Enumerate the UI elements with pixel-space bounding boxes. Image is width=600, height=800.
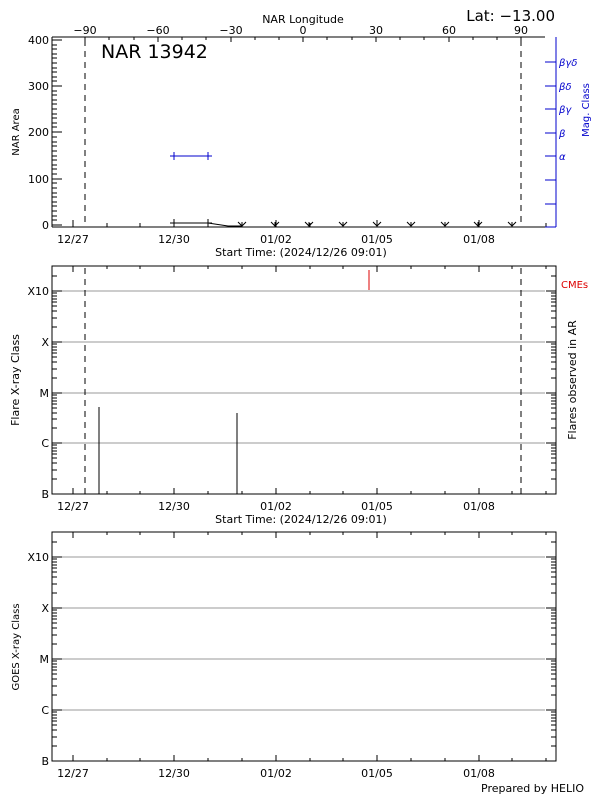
y-tick-label: X10 — [27, 285, 49, 298]
x-tick-label: 01/05 — [361, 500, 393, 513]
y-axis-title: Flare X-ray Class — [9, 334, 22, 426]
y-axis-title: NAR Area — [11, 108, 22, 155]
y-tick-label: C — [41, 704, 49, 717]
x-tick-label: 01/08 — [463, 767, 495, 780]
y-tick-label: 100 — [28, 173, 49, 186]
missing-data-markers — [237, 221, 517, 227]
lon-tick-label: −30 — [219, 24, 242, 37]
footer-credit: Prepared by HELIO — [481, 782, 584, 795]
x-tick-label: 01/05 — [361, 233, 393, 246]
lon-tick-label: −90 — [73, 24, 96, 37]
latitude-label: Lat: −13.00 — [466, 7, 555, 25]
x-tick-label: 12/30 — [158, 500, 190, 513]
x-tick-label: 01/08 — [463, 233, 495, 246]
mag-class-tick: α — [559, 152, 566, 163]
lon-tick-label: −60 — [146, 24, 169, 37]
y-axis-title: GOES X-ray Class — [11, 603, 22, 690]
goes-panel: X10 X M C B GOES X-ray Class 12/27 12/30… — [11, 531, 557, 780]
flare-panel: X10 X M C B Flare X-ray Class Flares obs… — [9, 265, 588, 526]
x-tick-label: 12/27 — [57, 233, 89, 246]
x-tick-label: 01/02 — [260, 500, 292, 513]
x-tick-label: 12/27 — [57, 767, 89, 780]
x-axis-title: Start Time: (2024/12/26 09:01) — [215, 513, 387, 526]
x-tick-label: 01/02 — [260, 233, 292, 246]
x-tick-label: 01/02 — [260, 767, 292, 780]
x-axis-title: Start Time: (2024/12/26 09:01) — [215, 246, 387, 259]
y-tick-label: 200 — [28, 126, 49, 139]
mag-class-tick: βδ — [558, 82, 572, 93]
y-tick-label: M — [40, 653, 50, 666]
mag-class-tick: β — [558, 129, 566, 140]
y-tick-label: B — [41, 755, 49, 768]
region-title: NAR 13942 — [101, 41, 208, 63]
mag-class-axis-title: Mag. Class — [581, 83, 592, 137]
cme-legend-label: CMEs — [561, 280, 588, 291]
y-tick-label: X10 — [27, 551, 49, 564]
lon-tick-label: 60 — [442, 24, 456, 37]
y2-axis-title: Flares observed in AR — [566, 320, 579, 440]
lon-tick-label: 30 — [369, 24, 383, 37]
y-tick-label: 300 — [28, 80, 49, 93]
y-tick-label: X — [41, 336, 49, 349]
lon-tick-label: 0 — [300, 24, 307, 37]
y-tick-label: 0 — [42, 219, 49, 232]
y-tick-label: M — [40, 387, 50, 400]
x-tick-label: 12/30 — [158, 767, 190, 780]
mag-class-series — [170, 152, 212, 160]
mag-class-tick: βγδ — [558, 58, 577, 69]
top-axis-title: NAR Longitude — [262, 13, 344, 26]
x-tick-label: 12/30 — [158, 233, 190, 246]
mag-class-tick: βγ — [558, 105, 572, 116]
y-tick-label: B — [41, 488, 49, 501]
x-tick-label: 12/27 — [57, 500, 89, 513]
y-tick-label: X — [41, 602, 49, 615]
x-tick-label: 01/05 — [361, 767, 393, 780]
nar-area-panel: 400 300 200 100 0 NAR Area 12/27 12/30 0… — [11, 34, 592, 259]
x-tick-label: 01/08 — [463, 500, 495, 513]
y-tick-label: 400 — [28, 34, 49, 47]
nar-area-series — [170, 219, 242, 227]
lon-tick-label: 90 — [514, 24, 528, 37]
y-tick-label: C — [41, 437, 49, 450]
